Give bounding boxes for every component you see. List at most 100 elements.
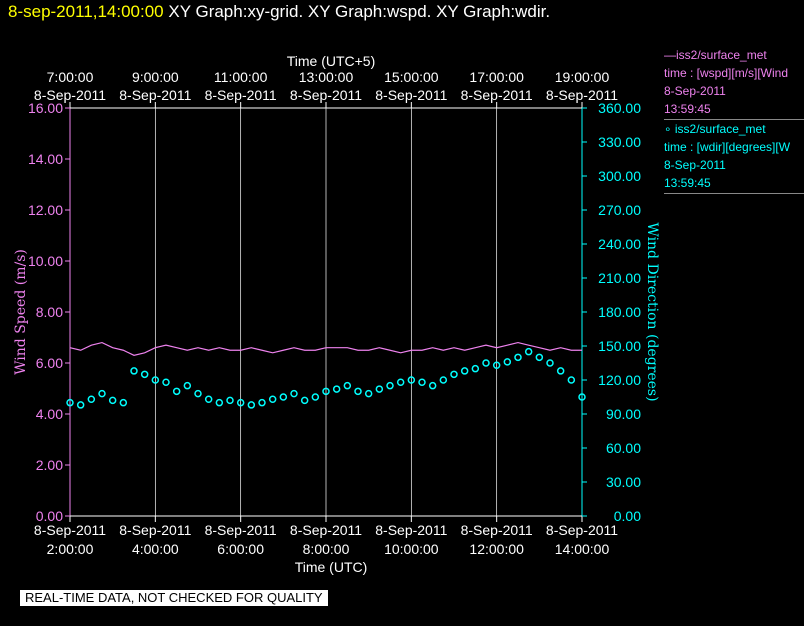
right-tick-label: 300.00 xyxy=(598,168,641,184)
wind-direction-point xyxy=(535,353,544,362)
wind-direction-point xyxy=(386,381,394,390)
quality-notice: REAL-TIME DATA, NOT CHECKED FOR QUALITY xyxy=(20,590,328,606)
top-tick-date: 8-Sep-2011 xyxy=(546,87,618,103)
wind-direction-point xyxy=(258,398,266,407)
wind-direction-point xyxy=(204,395,213,404)
top-tick-label: 13:00:00 xyxy=(299,69,354,85)
wind-direction-point xyxy=(311,393,320,401)
left-tick-label: 4.00 xyxy=(36,406,63,422)
wind-direction-point xyxy=(418,378,426,387)
wind-direction-point xyxy=(279,393,288,401)
wind-direction-point xyxy=(215,398,224,407)
x-tick-label: 12:00:00 xyxy=(469,541,524,557)
x-tick-label: 2:00:00 xyxy=(47,541,94,557)
wind-direction-point xyxy=(332,385,341,393)
top-tick-label: 11:00:00 xyxy=(214,69,268,85)
wind-direction-point xyxy=(140,370,149,379)
wind-direction-point xyxy=(375,385,384,393)
x-tick-label: 10:00:00 xyxy=(384,541,439,557)
wind-direction-point xyxy=(300,396,309,405)
x-tick-label: 4:00:00 xyxy=(132,541,179,557)
top-tick-date: 8-Sep-2011 xyxy=(119,87,191,103)
wind-direction-point xyxy=(514,353,522,362)
wind-direction-point xyxy=(108,396,117,405)
wind-direction-point xyxy=(546,359,554,367)
x-tick-date: 8-Sep-2011 xyxy=(546,522,618,538)
legend-entry-wspd: —iss2/surface_met time : [wspd][m/s][Win… xyxy=(664,46,804,120)
legend-line-marker-icon: — xyxy=(664,48,676,62)
x-tick-date: 8-Sep-2011 xyxy=(205,522,277,538)
x-tick-date: 8-Sep-2011 xyxy=(375,522,447,538)
wind-direction-point xyxy=(460,367,469,375)
wind-direction-point xyxy=(428,381,437,390)
right-tick-label: 270.00 xyxy=(598,202,641,218)
wind-direction-point xyxy=(226,396,234,405)
top-axis-title: Time (UTC+5) xyxy=(287,53,376,69)
right-tick-label: 240.00 xyxy=(598,236,641,252)
wind-direction-point xyxy=(503,358,512,366)
wind-direction-point xyxy=(290,389,298,398)
top-tick-label: 17:00:00 xyxy=(469,69,524,85)
wind-direction-point xyxy=(471,364,480,373)
top-tick-date: 8-Sep-2011 xyxy=(290,87,362,103)
wind-direction-point xyxy=(567,376,576,384)
top-tick-label: 7:00:00 xyxy=(47,69,94,85)
wind-direction-point xyxy=(236,398,245,407)
top-tick-date: 8-Sep-2011 xyxy=(461,87,533,103)
legend-wspd-variable: time : [wspd][m/s][Wind xyxy=(664,66,789,80)
right-tick-label: 180.00 xyxy=(598,304,641,320)
legend-wdir-time: 13:59:45 xyxy=(664,176,711,190)
top-tick-label: 15:00:00 xyxy=(384,69,439,85)
wind-direction-point xyxy=(76,401,85,409)
top-tick-date: 8-Sep-2011 xyxy=(34,87,106,103)
legend-wspd-time: 13:59:45 xyxy=(664,102,711,116)
left-axis-title: Wind Speed (m/s) xyxy=(13,249,29,375)
legend-wspd-date: 8-Sep-2011 xyxy=(664,84,726,98)
x-tick-label: 8:00:00 xyxy=(303,541,350,557)
wind-direction-point xyxy=(322,387,330,396)
legend-entry-wdir: ∘ iss2/surface_met time : [wdir][degrees… xyxy=(664,120,804,194)
x-tick-date: 8-Sep-2011 xyxy=(290,522,362,538)
wind-direction-point xyxy=(247,401,256,409)
wind-direction-point xyxy=(66,398,74,407)
wind-direction-point xyxy=(364,389,373,398)
wind-direction-point xyxy=(98,389,106,398)
top-tick-date: 8-Sep-2011 xyxy=(375,87,447,103)
right-tick-label: 360.00 xyxy=(598,100,641,116)
top-tick-label: 9:00:00 xyxy=(132,69,179,85)
top-tick-date: 8-Sep-2011 xyxy=(205,87,277,103)
right-tick-label: 0.00 xyxy=(614,508,641,524)
left-tick-label: 0.00 xyxy=(36,508,63,524)
wind-direction-point xyxy=(183,381,192,390)
wind-direction-point xyxy=(450,370,458,379)
wind-direction-point xyxy=(354,387,362,396)
wind-direction-point xyxy=(162,378,170,387)
legend-wspd-title: —iss2/surface_met xyxy=(664,48,767,62)
right-tick-label: 30.00 xyxy=(606,474,641,490)
top-tick-label: 19:00:00 xyxy=(555,69,610,85)
right-tick-label: 210.00 xyxy=(598,270,641,286)
title-graph-names: XY Graph:xy-grid. XY Graph:wspd. XY Grap… xyxy=(168,2,551,21)
wind-direction-point xyxy=(268,395,277,404)
right-tick-label: 150.00 xyxy=(598,338,641,354)
wind-direction-point xyxy=(194,389,202,398)
legend-wdir-date: 8-Sep-2011 xyxy=(664,158,726,172)
left-tick-label: 14.00 xyxy=(28,151,63,167)
legend: —iss2/surface_met time : [wspd][m/s][Win… xyxy=(664,46,804,194)
right-tick-label: 120.00 xyxy=(598,372,641,388)
right-tick-label: 60.00 xyxy=(606,440,641,456)
legend-wdir-variable: time : [wdir][degrees][W xyxy=(664,140,791,154)
wind-direction-point xyxy=(151,376,160,384)
x-tick-label: 6:00:00 xyxy=(217,541,264,557)
wind-direction-point xyxy=(482,359,490,367)
left-tick-label: 12.00 xyxy=(28,202,63,218)
bottom-axis-title: Time (UTC) xyxy=(295,559,368,575)
wind-direction-point xyxy=(524,347,533,356)
right-tick-label: 90.00 xyxy=(606,406,641,422)
wind-direction-point xyxy=(396,378,405,387)
left-tick-label: 16.00 xyxy=(28,100,63,116)
wind-direction-point xyxy=(556,367,565,375)
x-tick-date: 8-Sep-2011 xyxy=(119,522,191,538)
x-tick-date: 8-Sep-2011 xyxy=(461,522,533,538)
